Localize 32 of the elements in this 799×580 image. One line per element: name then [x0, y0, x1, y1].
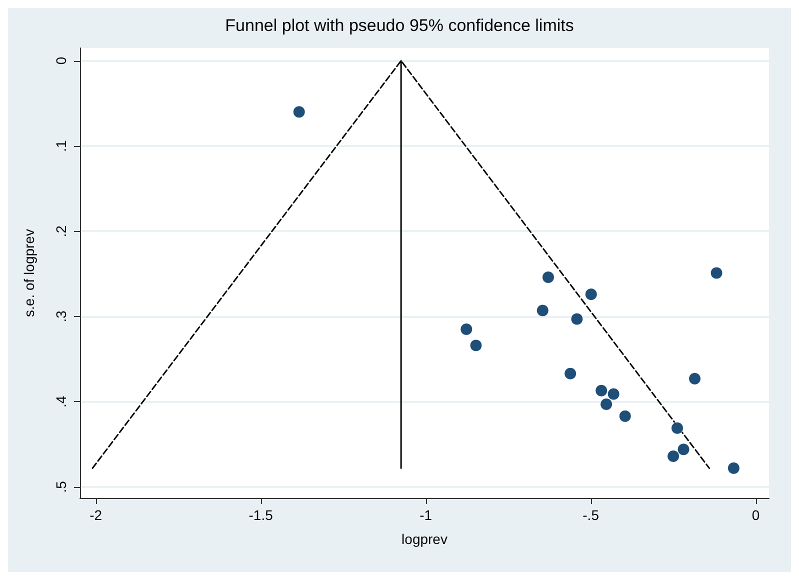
point	[607, 388, 620, 400]
x-tick-label: -1	[420, 507, 432, 523]
y-tick-label: .3	[53, 310, 69, 322]
y-tick-label: .1	[53, 140, 69, 152]
point	[584, 288, 598, 301]
point	[536, 304, 549, 317]
point	[618, 410, 632, 422]
point	[600, 398, 613, 410]
x-tick-label: -.5	[582, 507, 600, 523]
point	[595, 384, 608, 397]
point	[470, 339, 482, 352]
x-tick-label: -2	[90, 507, 102, 523]
point	[671, 422, 684, 434]
point	[570, 312, 584, 326]
y-tick-label: .5	[53, 480, 69, 493]
point	[677, 443, 690, 456]
x-tick-label: -1.5	[248, 507, 274, 523]
point	[460, 323, 473, 336]
chart-title: Funnel plot with pseudo 95% confidence limits	[225, 16, 574, 35]
point	[710, 266, 723, 280]
point	[292, 106, 306, 118]
point	[727, 462, 740, 474]
x-axis-title: logprev	[402, 531, 448, 547]
y-tick-label: .2	[53, 225, 69, 238]
point	[564, 367, 577, 380]
y-tick-label: .4	[53, 396, 69, 408]
point	[667, 450, 680, 462]
point	[688, 372, 702, 385]
y-tick-label: 0	[53, 56, 69, 65]
point	[542, 271, 554, 284]
y-axis-title: s.e. of logprev	[21, 229, 37, 317]
x-tick-label: 0	[752, 507, 760, 523]
